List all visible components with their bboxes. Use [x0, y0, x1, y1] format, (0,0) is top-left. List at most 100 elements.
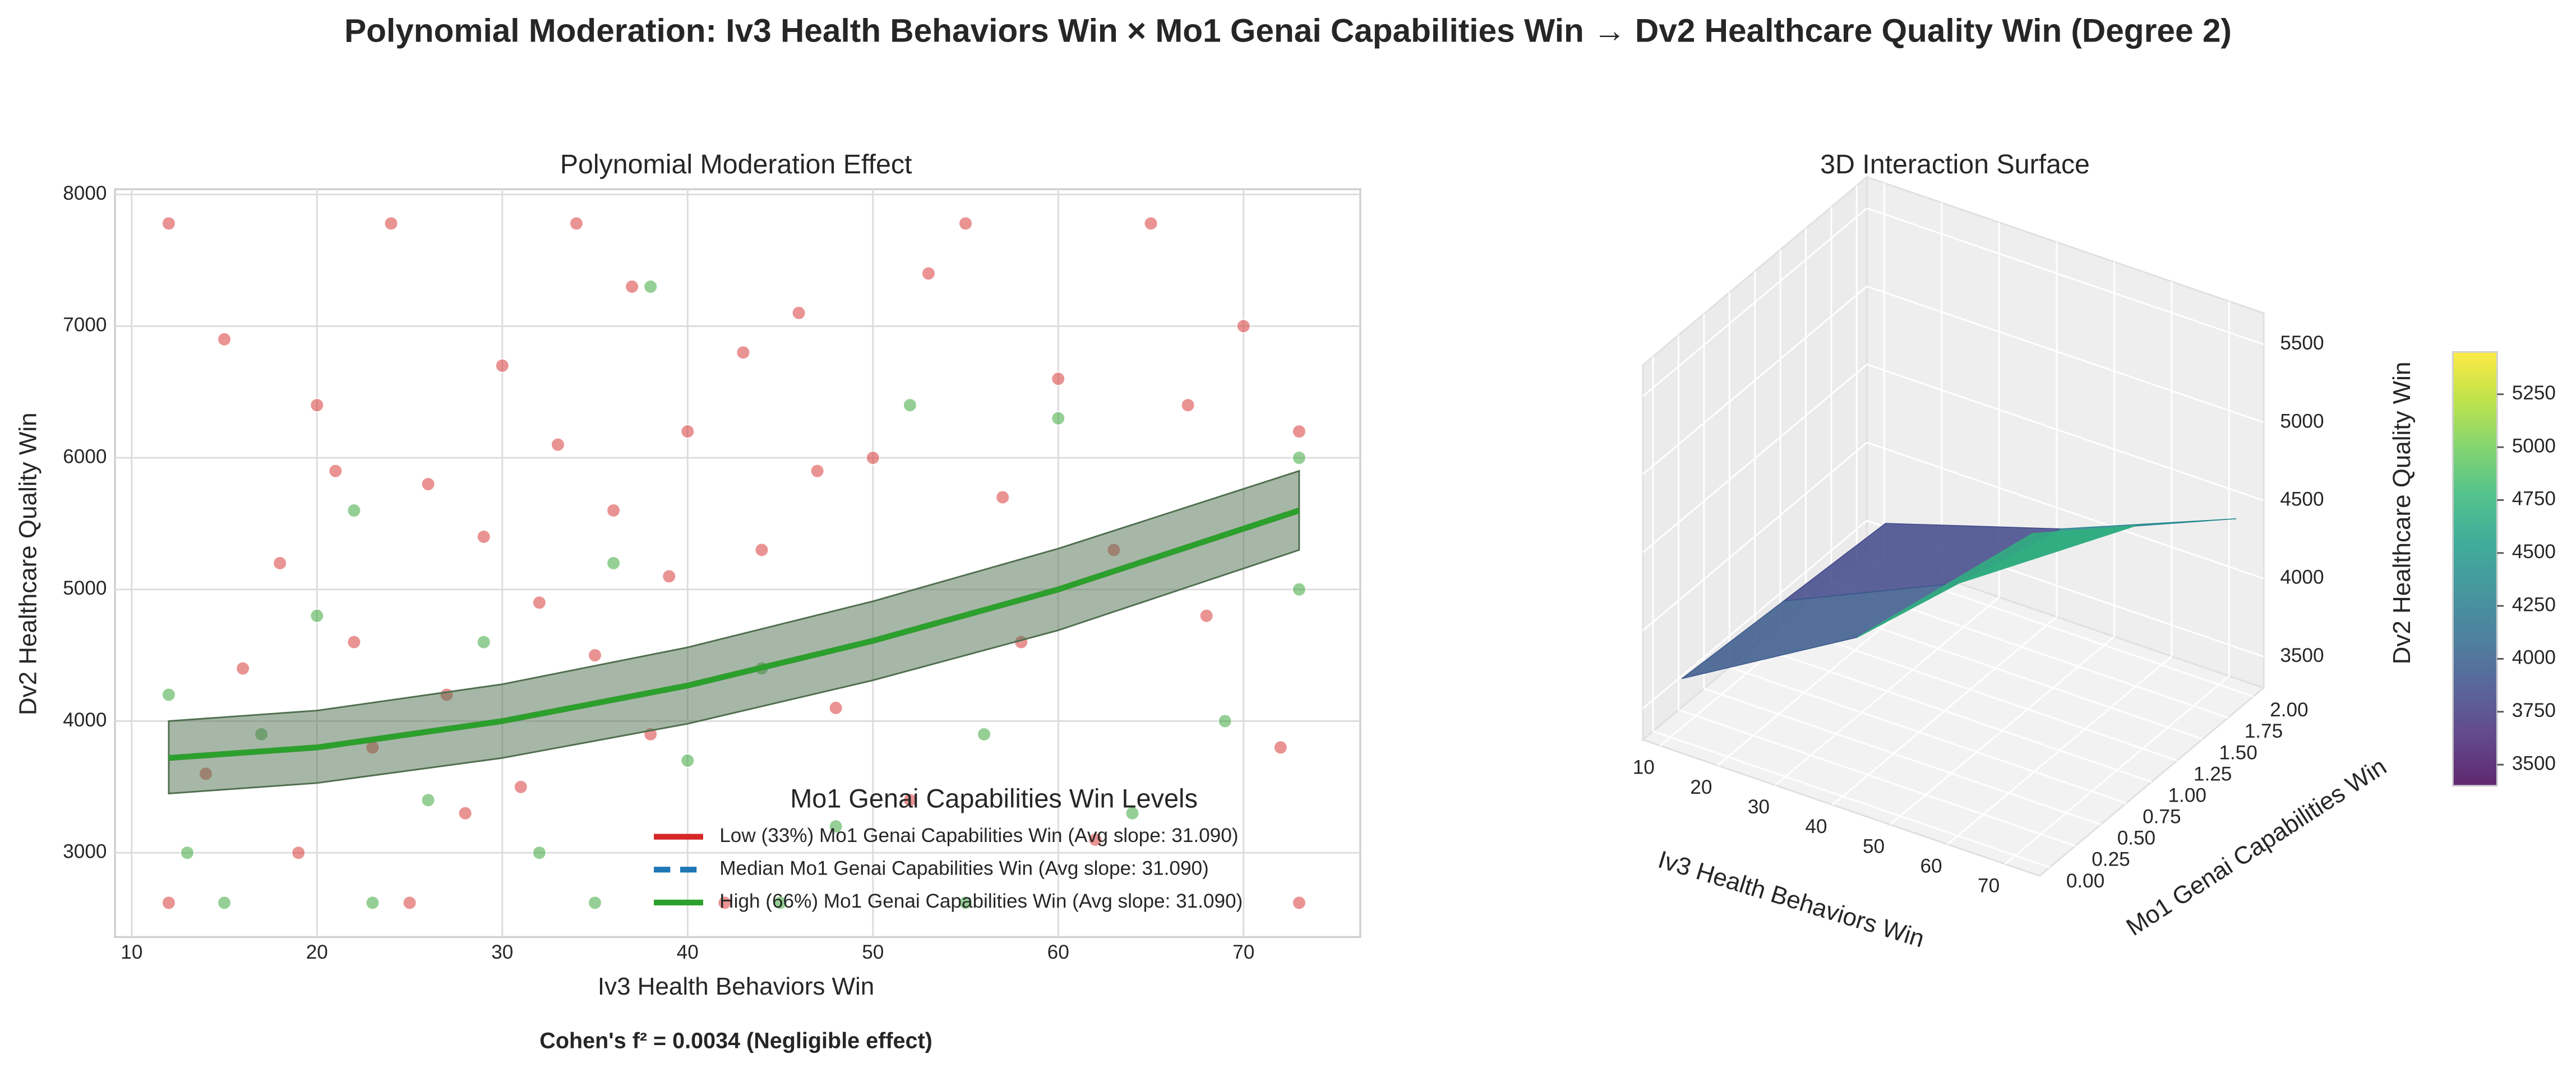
y-tick-label: 1.50	[2219, 742, 2257, 763]
legend-title: Mo1 Genai Capabilities Win Levels	[790, 784, 1198, 813]
y-tick-label: 0.25	[2092, 849, 2130, 871]
scatter-point	[1051, 411, 1065, 426]
y-tick-label: 1.25	[2194, 763, 2232, 785]
y-tick-label: 6000	[63, 445, 107, 467]
scatter-point	[495, 358, 510, 373]
colorbar-tick-label: 4250	[2512, 593, 2556, 615]
confidence-band	[168, 470, 1300, 795]
fit-line	[168, 508, 1300, 761]
colorbar-tick-label: 3500	[2512, 752, 2556, 774]
scatter-point	[643, 279, 658, 294]
grid-line	[1642, 286, 1868, 475]
colorbar-tick-label: 3750	[2512, 700, 2556, 721]
grid-line	[1642, 364, 1868, 553]
z-tick-label: 4500	[2280, 488, 2324, 510]
scatter-point	[384, 216, 398, 231]
scatter-point	[810, 464, 825, 479]
scatter-point	[403, 895, 417, 910]
grid-line	[1704, 688, 2101, 826]
grid-line	[1867, 364, 2264, 502]
scatter-point	[1292, 450, 1307, 465]
x-tick-label: 40	[677, 941, 699, 963]
scatter-point	[328, 464, 343, 479]
scatter-point	[310, 609, 324, 623]
z-tick-label: 3500	[2280, 645, 2324, 666]
scatter-point	[606, 503, 621, 518]
grid-line	[1642, 441, 1868, 632]
scatter-point	[625, 279, 639, 294]
scatter-point	[903, 793, 917, 807]
x-tick-label: 50	[862, 941, 884, 963]
chart-title: Polynomial Moderation Effect	[560, 149, 912, 180]
scatter-point	[755, 542, 769, 557]
x-tick-label: 70	[1232, 941, 1254, 963]
z-axis-label: Dv2 Healthcare Quality Win	[2388, 362, 2416, 665]
scatter-point	[532, 595, 547, 610]
colorbar-tick-label: 5250	[2512, 382, 2556, 404]
colorbar-tick-label: 4000	[2512, 647, 2556, 669]
grid-line	[1678, 709, 2076, 847]
scatter-point	[161, 895, 176, 910]
footnote: Cohen's f² = 0.0034 (Negligible effect)	[539, 1028, 932, 1053]
grid-line	[1780, 623, 2178, 762]
scatter-point	[588, 895, 602, 910]
scatter-point	[977, 727, 991, 742]
scatter-point	[236, 661, 250, 676]
scatter-point	[421, 793, 436, 807]
scatter-point	[161, 216, 176, 231]
scatter-point	[551, 438, 565, 452]
scatter-point	[829, 701, 843, 715]
scatter-point	[161, 688, 176, 702]
x-axis-label: Iv3 Health Behaviors Win	[598, 973, 874, 1000]
scatter-point	[1181, 398, 1195, 412]
scatter-point	[477, 530, 491, 544]
surface-cell	[1857, 526, 2135, 638]
legend-label: Low (33%) Mo1 Genai Capabilities Win (Av…	[719, 825, 1238, 846]
scatter-point	[458, 806, 473, 821]
y-tick-label: 0.75	[2143, 806, 2181, 828]
y-tick-label: 5000	[63, 577, 107, 599]
y-axis-label: Mo1 Genai Capabilities Win	[2121, 753, 2391, 941]
scatter-point	[421, 477, 436, 491]
grid-line	[1652, 730, 2051, 868]
scatter-point	[1051, 371, 1065, 386]
colorbar	[2452, 351, 2498, 787]
x-tick-label: 60	[1920, 855, 1942, 877]
scatter-point	[829, 819, 843, 834]
scatter-point	[1199, 609, 1214, 623]
scatter-point	[347, 635, 361, 650]
scatter-point	[514, 780, 528, 794]
y-axis-label: Dv2 Healthcare Quality Win	[14, 412, 41, 715]
grid-line	[1642, 519, 1868, 710]
scatter-point	[273, 556, 287, 570]
scatter-point	[606, 556, 621, 570]
scatter-point	[680, 753, 695, 768]
scatter-point	[180, 845, 195, 860]
scatter-point	[291, 845, 306, 860]
y-tick-label: 1.75	[2245, 720, 2283, 742]
z-tick-label: 4000	[2280, 567, 2324, 588]
scatter-point	[477, 635, 491, 650]
x-tick-label: 10	[121, 941, 142, 963]
y-tick-label: 1.00	[2168, 784, 2206, 806]
scatter-point	[588, 648, 602, 662]
x-tick-label: 20	[306, 941, 328, 963]
y-tick-label: 3000	[63, 840, 107, 862]
chart-title: 3D Interaction Surface	[1820, 149, 2090, 180]
scatter-point	[736, 345, 750, 360]
scatter-point	[1125, 806, 1139, 821]
grid-line	[1755, 645, 2152, 783]
colorbar-tick-label: 4500	[2512, 541, 2556, 563]
scatter-point	[903, 398, 917, 412]
y-tick-label: 2.00	[2270, 699, 2308, 721]
scatter-point	[680, 424, 695, 439]
scatter-point	[1088, 832, 1102, 847]
scatter-point	[1236, 319, 1251, 333]
x-tick-label: 20	[1690, 776, 1712, 798]
z-tick-label: 5500	[2280, 332, 2324, 354]
scatter-point	[866, 450, 880, 465]
scatter-point	[217, 332, 232, 347]
x-axis-label: Iv3 Health Behaviors Win	[1655, 846, 1927, 953]
y-tick-label: 4000	[63, 709, 107, 731]
